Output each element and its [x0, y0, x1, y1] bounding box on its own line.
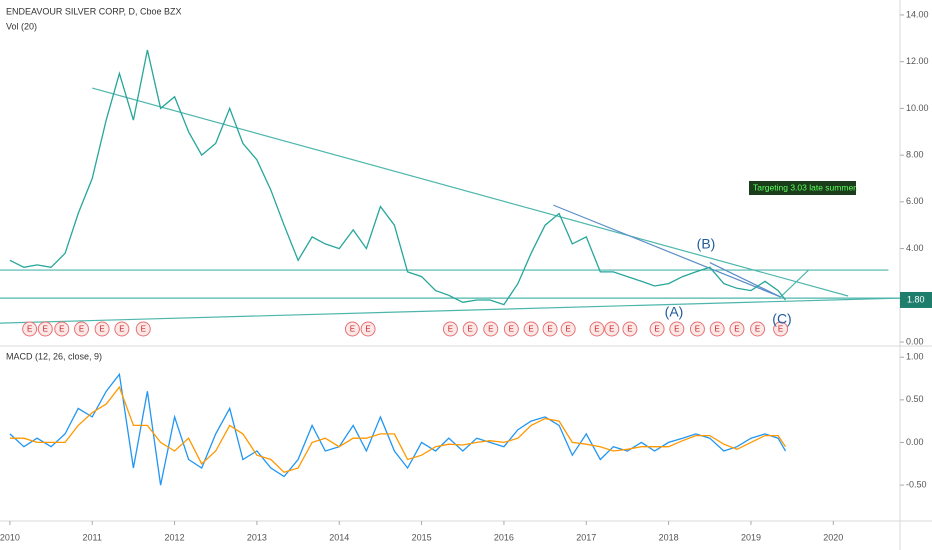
- annotation: (C): [772, 311, 791, 327]
- last-price-label: 1.80: [907, 294, 925, 304]
- earnings-label: E: [715, 325, 720, 334]
- earnings-label: E: [350, 325, 355, 334]
- earnings-marker: [689, 321, 705, 337]
- y-tick-label: 0.00: [906, 336, 924, 346]
- earnings-label: E: [448, 325, 453, 334]
- series-line: [9, 49, 787, 306]
- earnings-label: E: [79, 325, 84, 334]
- trend-line: [709, 262, 781, 298]
- earnings-label: E: [99, 325, 104, 334]
- x-tick-label: 2016: [494, 532, 514, 542]
- earnings-marker: [604, 321, 620, 337]
- volume-title: Vol (20): [6, 21, 37, 31]
- macd-title: MACD (12, 26, close, 9): [6, 351, 102, 361]
- trend-line: [92, 87, 849, 297]
- earnings-marker: [649, 321, 665, 337]
- earnings-label: E: [141, 325, 146, 334]
- earnings-marker: [483, 321, 499, 337]
- y-tick-label: 8.00: [906, 150, 924, 160]
- earnings-marker: [462, 321, 478, 337]
- annotation: Targeting 3.03 late summer.: [753, 182, 858, 192]
- chart-title: ENDEAVOUR SILVER CORP, D, Cboe BZX: [6, 6, 182, 16]
- earnings-marker: [709, 321, 725, 337]
- x-tick-label: 2017: [576, 532, 596, 542]
- y-tick-label: 0.00: [906, 437, 924, 447]
- y-tick-label: 4.00: [906, 243, 924, 253]
- earnings-label: E: [488, 325, 493, 334]
- annotation: (B): [697, 236, 716, 252]
- y-tick-label: 12.00: [906, 56, 929, 66]
- earnings-label: E: [365, 325, 370, 334]
- earnings-label: E: [528, 325, 533, 334]
- trend-line: [0, 297, 901, 324]
- earnings-marker: [773, 321, 789, 337]
- earnings-marker: [750, 321, 766, 337]
- last-price-box: [900, 291, 932, 308]
- x-tick-label: 2019: [741, 532, 761, 542]
- earnings-label: E: [755, 325, 760, 334]
- earnings-label: E: [734, 325, 739, 334]
- earnings-label: E: [778, 325, 783, 334]
- earnings-marker: [669, 321, 685, 337]
- earnings-label: E: [609, 325, 614, 334]
- y-tick-label: 6.00: [906, 196, 924, 206]
- earnings-label: E: [627, 325, 632, 334]
- annotation: (A): [665, 304, 684, 320]
- earnings-label: E: [119, 325, 124, 334]
- earnings-label: E: [59, 325, 64, 334]
- earnings-marker: [523, 321, 539, 337]
- x-tick-label: 2010: [0, 532, 20, 542]
- x-tick-label: 2011: [83, 532, 102, 542]
- earnings-label: E: [674, 325, 679, 334]
- earnings-marker: [94, 321, 110, 337]
- y-tick-label: 0.50: [906, 394, 924, 404]
- earnings-marker: [589, 321, 605, 337]
- x-tick-label: 2012: [165, 532, 185, 542]
- x-tick-label: 2018: [659, 532, 679, 542]
- earnings-marker: [622, 321, 638, 337]
- earnings-marker: [729, 321, 745, 337]
- trend-line: [553, 204, 781, 298]
- earnings-label: E: [654, 325, 659, 334]
- x-tick-label: 2013: [247, 532, 267, 542]
- earnings-label: E: [594, 325, 599, 334]
- earnings-marker: [344, 321, 360, 337]
- series-line: [9, 385, 787, 474]
- y-tick-label: 14.00: [906, 9, 929, 19]
- x-tick-label: 2020: [823, 532, 843, 542]
- earnings-marker: [542, 321, 558, 337]
- y-tick-label: -0.50: [906, 479, 927, 489]
- earnings-marker: [37, 321, 53, 337]
- earnings-marker: [54, 321, 70, 337]
- earnings-marker: [503, 321, 519, 337]
- annotation-box: [749, 181, 856, 195]
- y-tick-label: 1.00: [906, 352, 924, 362]
- trend-line: [780, 269, 810, 298]
- earnings-marker: [22, 321, 38, 337]
- earnings-marker: [560, 321, 576, 337]
- earnings-label: E: [565, 325, 570, 334]
- earnings-label: E: [43, 325, 48, 334]
- y-tick-label: 10.00: [906, 103, 929, 113]
- earnings-marker: [135, 321, 151, 337]
- earnings-label: E: [27, 325, 32, 334]
- x-tick-label: 2014: [329, 532, 349, 542]
- x-tick-label: 2015: [412, 532, 432, 542]
- earnings-label: E: [695, 325, 700, 334]
- earnings-marker: [114, 321, 130, 337]
- earnings-marker: [360, 321, 376, 337]
- earnings-marker: [74, 321, 90, 337]
- earnings-label: E: [468, 325, 473, 334]
- earnings-marker: [442, 321, 458, 337]
- earnings-label: E: [509, 325, 514, 334]
- earnings-label: E: [547, 325, 552, 334]
